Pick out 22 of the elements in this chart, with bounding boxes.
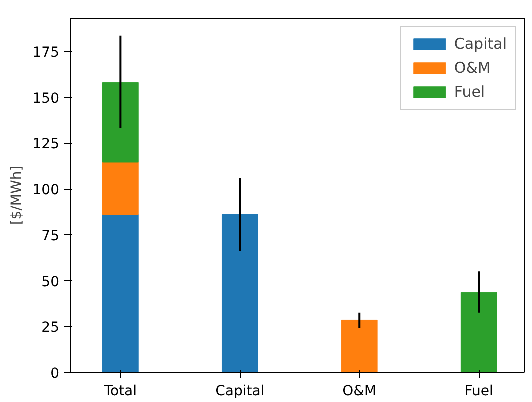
bar [460, 292, 498, 372]
y-tick-label: 150 [32, 90, 60, 107]
y-tick-label: 0 [50, 366, 60, 382]
legend-label: Capital [454, 35, 507, 53]
bar [341, 320, 378, 372]
x-tick-label: Total [103, 384, 138, 400]
legend-label: Fuel [454, 83, 486, 101]
y-tick-label: 25 [42, 320, 60, 336]
x-tick-label: Capital [216, 384, 265, 400]
legend-label: O&M [454, 59, 491, 77]
bar [222, 214, 258, 372]
y-tick-label: 175 [32, 45, 60, 62]
x-tick-label: Fuel [464, 384, 494, 400]
y-axis-title: [$/MWh] [8, 166, 25, 226]
y-tick-label: 50 [42, 274, 60, 290]
bar [102, 162, 139, 216]
x-tick-label: O&M [342, 384, 377, 400]
y-tick-label: 75 [42, 228, 60, 244]
y-tick-label: 125 [32, 136, 60, 153]
bar [102, 214, 139, 372]
bar [102, 82, 139, 163]
y-tick-label: 100 [32, 182, 60, 199]
